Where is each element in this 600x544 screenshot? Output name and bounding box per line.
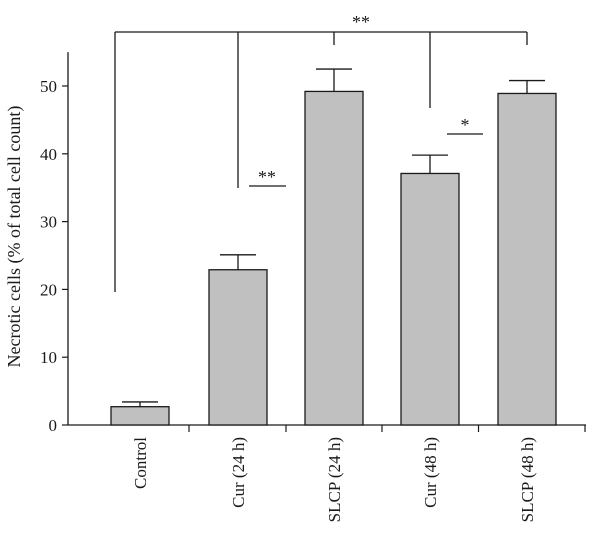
- category-labels: Control Cur (24 h) SLCP (24 h) Cur (48 h) SL…: [131, 437, 537, 523]
- significance-label: **: [258, 167, 276, 187]
- category-label: Control: [131, 437, 150, 489]
- bar: [304, 90, 364, 426]
- y-tick-label: 50: [40, 77, 57, 96]
- bar: [208, 269, 268, 426]
- bars: [110, 90, 557, 426]
- y-tick-label: 20: [40, 280, 57, 299]
- significance-label: *: [461, 115, 470, 135]
- y-tick-label: 10: [40, 348, 57, 367]
- bar: [400, 172, 460, 426]
- significance-label: **: [352, 12, 370, 32]
- y-tick-label: 0: [49, 416, 58, 435]
- y-axis-label: Necrotic cells (% of total cell count): [4, 106, 25, 368]
- bar: [110, 406, 170, 426]
- category-label: SLCP (24 h): [325, 437, 344, 522]
- error-bars: [122, 68, 545, 407]
- y-tick-label: 30: [40, 213, 57, 232]
- y-tick-label: 40: [40, 145, 57, 164]
- category-label: SLCP (48 h): [518, 437, 537, 522]
- category-label: Cur (24 h): [229, 437, 248, 508]
- bar: [497, 92, 557, 426]
- category-label: Cur (48 h): [421, 437, 440, 508]
- significance-annotations: *****: [114, 12, 528, 292]
